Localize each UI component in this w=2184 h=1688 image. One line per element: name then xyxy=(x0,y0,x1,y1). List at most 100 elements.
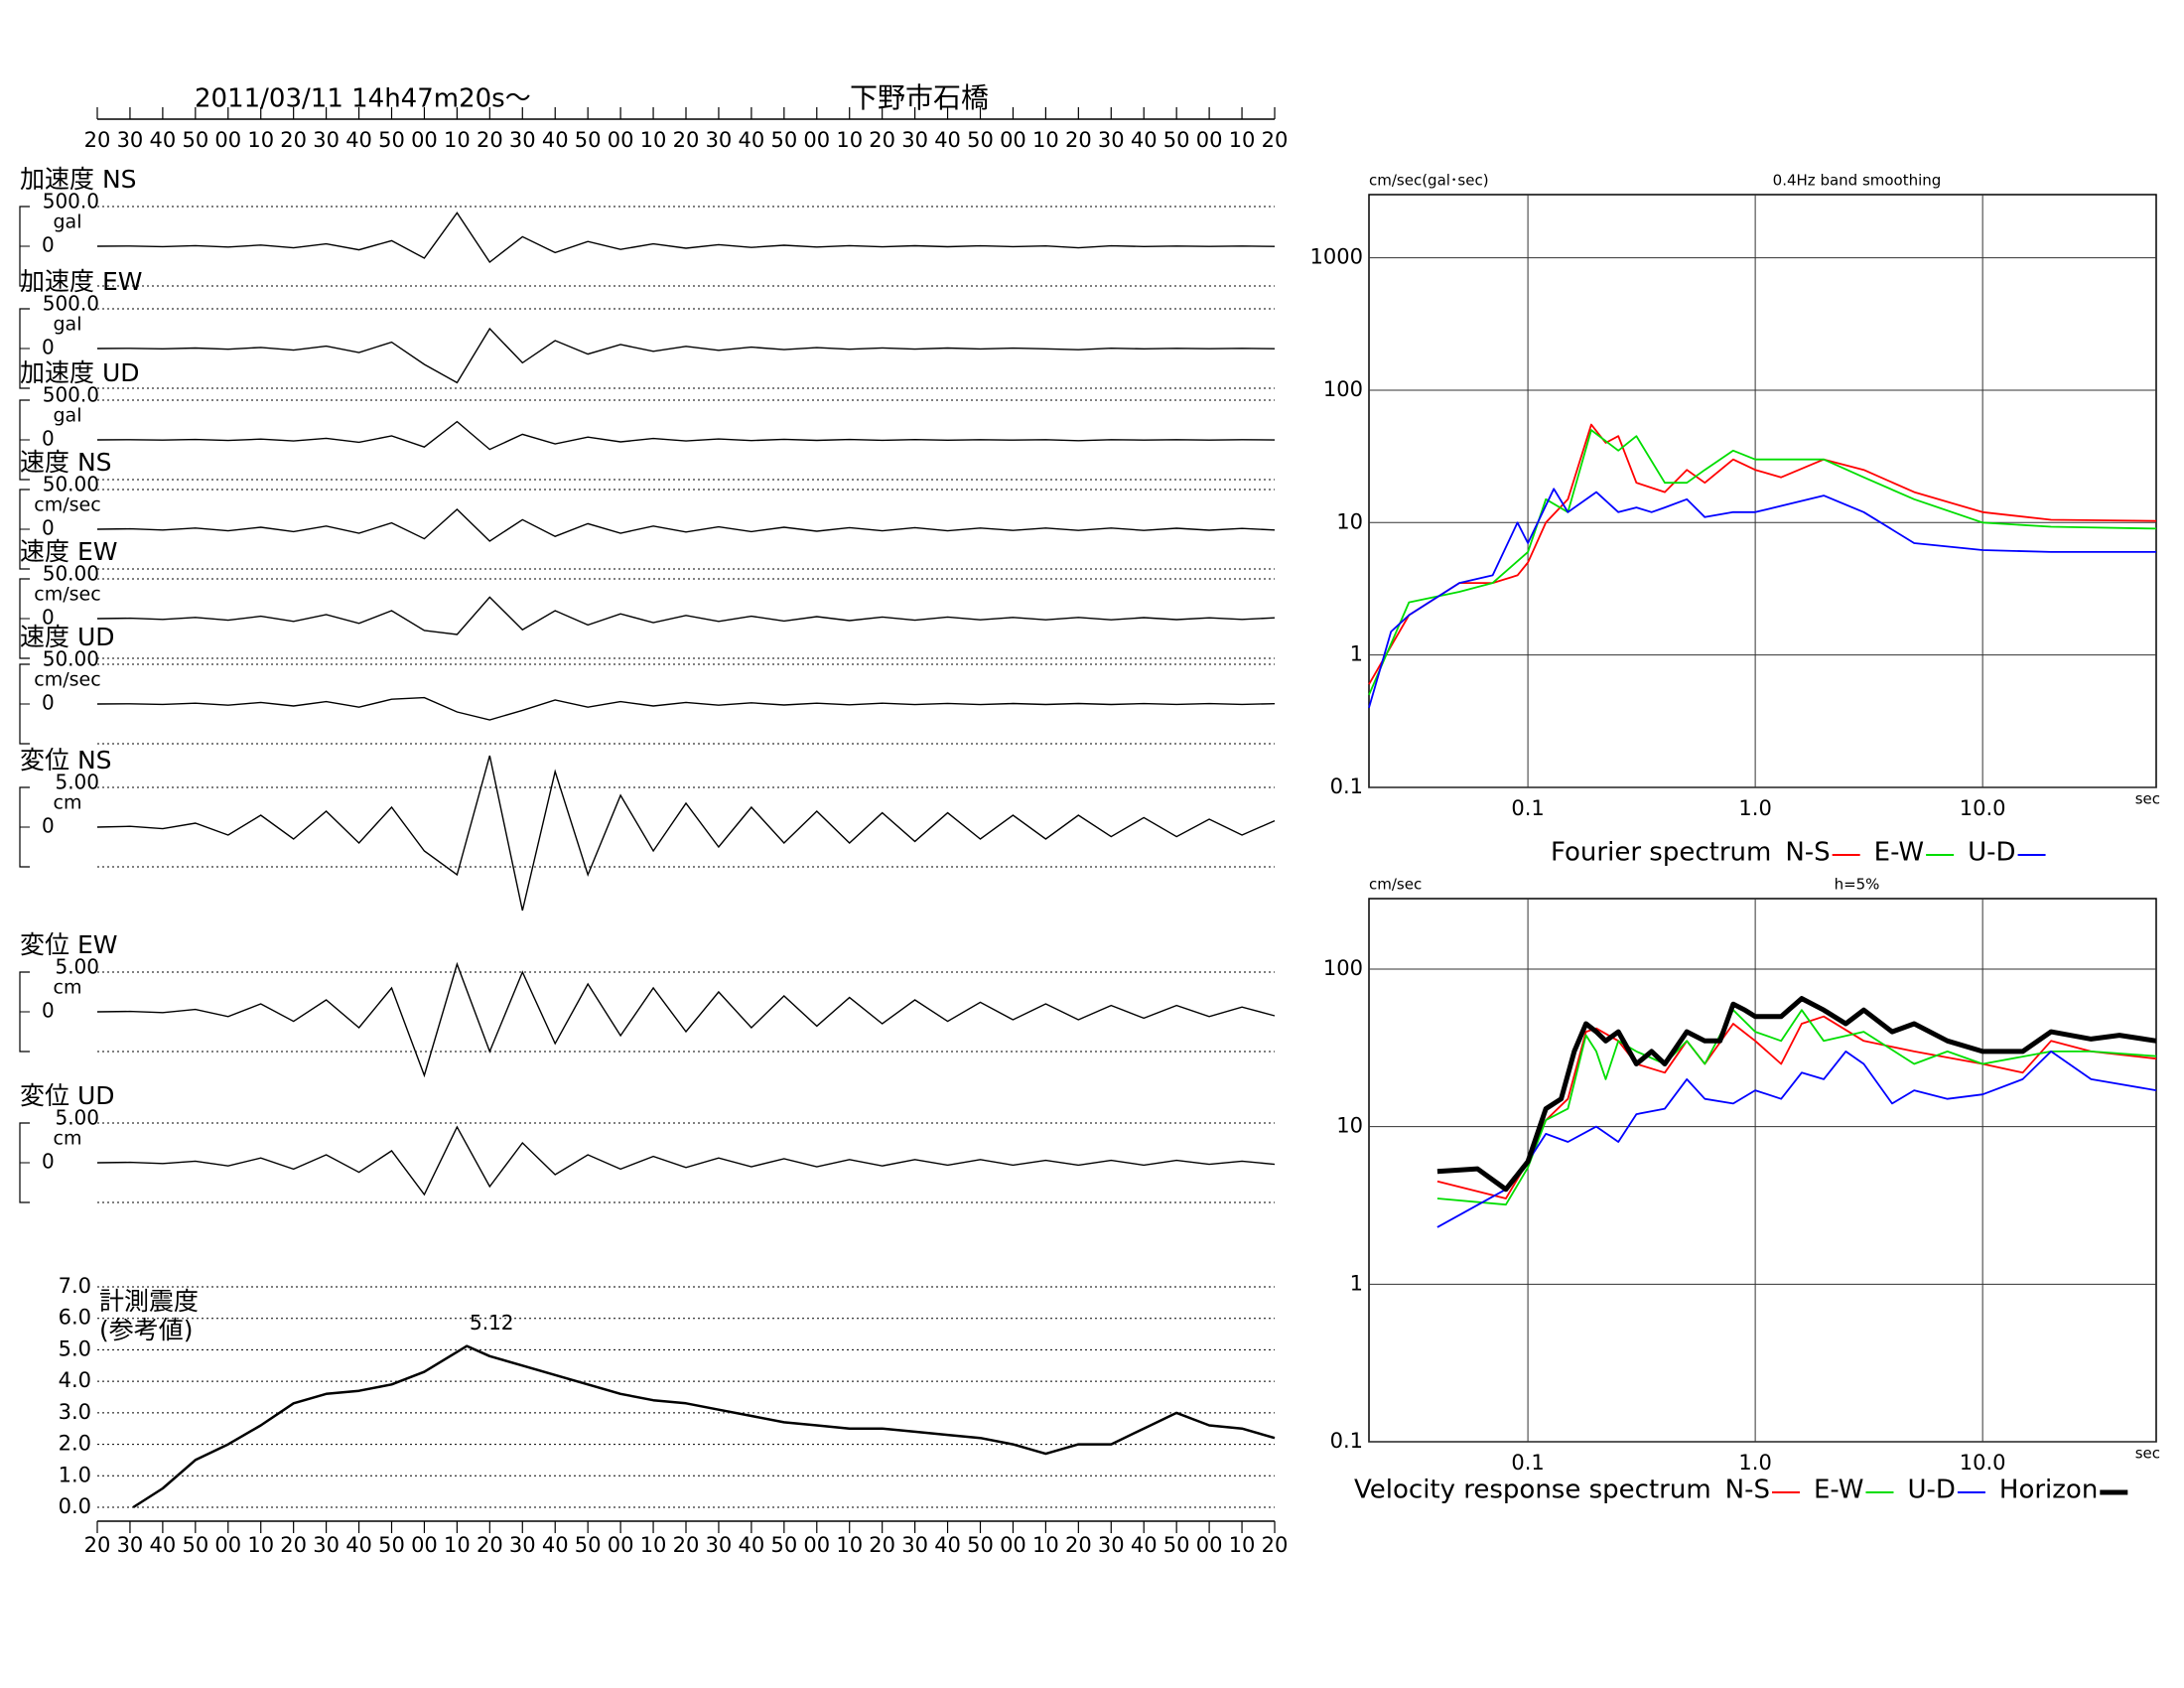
x-tick-label: 1.0 xyxy=(1738,796,1771,820)
x-tick-label: 50 xyxy=(1163,128,1190,152)
trace xyxy=(96,420,1276,451)
y-tick-label: 10 xyxy=(1336,1114,1363,1138)
x-tick-label: 50 xyxy=(575,1533,602,1557)
x-tick-label: 40 xyxy=(1131,1533,1158,1557)
channel-label: 速度 UD xyxy=(20,623,115,651)
unit-label: gal xyxy=(54,405,82,427)
x-tick-label: 20 xyxy=(477,128,503,152)
x-tick-label: 10 xyxy=(640,1533,667,1557)
data-line xyxy=(1436,1015,2157,1199)
x-tick-label: 00 xyxy=(1196,1533,1223,1557)
x-tick-label: 20 xyxy=(869,1533,895,1557)
y-tick-label: 6.0 xyxy=(59,1306,91,1330)
x-tick-label: 0.1 xyxy=(1511,1451,1544,1475)
x-tick-label: 50 xyxy=(770,1533,797,1557)
trace xyxy=(96,211,1276,264)
y-tick-label: 2.0 xyxy=(59,1432,91,1456)
x-tick-label: 00 xyxy=(214,128,241,152)
trace xyxy=(96,755,1276,912)
x-tick-label: 10 xyxy=(247,1533,274,1557)
x-tick-label: 40 xyxy=(934,128,961,152)
x-tick-label: 30 xyxy=(1098,1533,1125,1557)
y-tick-label: 1 xyxy=(1350,642,1363,666)
trace xyxy=(96,961,1276,1078)
x-tick-label: 30 xyxy=(509,128,536,152)
scale-label: 5.00 xyxy=(55,771,99,794)
unit-label: cm xyxy=(54,977,82,999)
x-tick-label: 50 xyxy=(770,128,797,152)
x-tick-label: 30 xyxy=(1098,128,1125,152)
x-tick-label: 40 xyxy=(542,1533,569,1557)
trace xyxy=(96,508,1276,542)
x-tick-label: 40 xyxy=(150,1533,177,1557)
scale-label: 500.0 xyxy=(43,383,99,407)
x-tick-label: 50 xyxy=(182,128,208,152)
x-tick-label: 00 xyxy=(608,1533,634,1557)
scale-label: 50.00 xyxy=(43,647,99,671)
legend-label: U-D xyxy=(1968,838,2015,868)
x-tick-label: 40 xyxy=(345,128,372,152)
zero-label: 0 xyxy=(42,1150,55,1174)
data-line xyxy=(1368,488,2156,708)
x-tick-label: 00 xyxy=(1000,128,1026,152)
x-tick-label: 30 xyxy=(901,1533,928,1557)
y-tick-label: 7.0 xyxy=(59,1274,91,1298)
channel-label: 加速度 EW xyxy=(20,267,142,296)
x-axis-title: sec xyxy=(2135,1445,2160,1463)
y-tick-label: 100 xyxy=(1323,956,1363,980)
y-tick-label: 5.0 xyxy=(59,1336,91,1360)
channel-label: 変位 NS xyxy=(20,746,112,774)
x-tick-label: 10 xyxy=(1032,128,1059,152)
y-axis-title: 計測震度 xyxy=(99,1287,199,1316)
x-tick-label: 00 xyxy=(411,128,438,152)
unit-label: cm xyxy=(54,792,82,814)
zero-label: 0 xyxy=(42,606,55,630)
x-tick-label: 50 xyxy=(378,1533,405,1557)
scale-label: 50.00 xyxy=(43,473,99,496)
unit-label: cm/sec xyxy=(34,584,100,606)
y-tick-label: 0.1 xyxy=(1330,774,1363,798)
unit-label: gal xyxy=(54,211,82,233)
y-tick-label: 100 xyxy=(1323,377,1363,401)
data-line xyxy=(1436,996,2157,1193)
channel-label: 加速度 NS xyxy=(20,165,137,194)
x-tick-label: 20 xyxy=(1262,128,1289,152)
x-tick-label: 20 xyxy=(1065,128,1092,152)
trace xyxy=(96,1125,1276,1196)
x-tick-label: 00 xyxy=(803,1533,830,1557)
x-tick-label: 50 xyxy=(967,1533,994,1557)
x-tick-label: 50 xyxy=(575,128,602,152)
zero-label: 0 xyxy=(42,691,55,715)
x-tick-label: 20 xyxy=(477,1533,503,1557)
plot-frame xyxy=(1368,898,2157,1443)
note: h=5% xyxy=(1835,876,1880,894)
y-tick-label: 1 xyxy=(1350,1271,1363,1295)
x-tick-label: 30 xyxy=(313,1533,340,1557)
x-tick-label: 00 xyxy=(1196,128,1223,152)
x-tick-label: 10 xyxy=(444,1533,471,1557)
legend-label: E-W xyxy=(1814,1476,1863,1505)
unit-label: gal xyxy=(54,314,82,336)
record-title: 2011/03/11 14h47m20s～ xyxy=(195,84,531,114)
x-tick-label: 10.0 xyxy=(1960,796,2006,820)
y-tick-label: 0.1 xyxy=(1330,1429,1363,1453)
y-tick-label: 10 xyxy=(1336,509,1363,533)
x-tick-label: 50 xyxy=(182,1533,208,1557)
legend-label: N-S xyxy=(1725,1476,1770,1505)
x-tick-label: 10 xyxy=(247,128,274,152)
x-tick-label: 00 xyxy=(1000,1533,1026,1557)
x-tick-label: 20 xyxy=(84,1533,111,1557)
x-tick-label: 40 xyxy=(1131,128,1158,152)
x-tick-label: 30 xyxy=(706,1533,733,1557)
zero-label: 0 xyxy=(42,516,55,540)
y-axis-title: cm/sec xyxy=(1369,876,1422,894)
channel-label: 加速度 UD xyxy=(20,358,140,387)
x-tick-label: 0.1 xyxy=(1511,796,1544,820)
scale-label: 50.00 xyxy=(43,562,99,586)
x-tick-label: 10 xyxy=(640,128,667,152)
x-tick-label: 40 xyxy=(739,1533,765,1557)
x-tick-label: 30 xyxy=(313,128,340,152)
x-tick-label: 20 xyxy=(869,128,895,152)
